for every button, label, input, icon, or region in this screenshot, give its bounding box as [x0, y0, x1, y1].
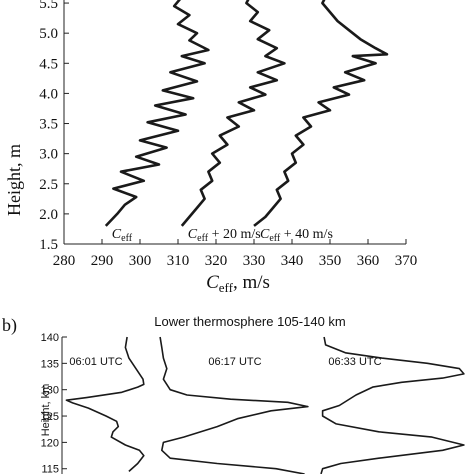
panel-a-y-tick-label: 3.0 [39, 147, 58, 163]
panel-b-series-label-3: 06:33 UTC [328, 356, 381, 368]
panel-a-x-axis-label: Ceff, m/s [206, 272, 270, 295]
panel-b-series-label-1: 06:01 UTC [69, 356, 122, 368]
panel-a-curve-labels: Ceff Ceff + 20 m/s Ceff + 40 m/s [112, 227, 333, 244]
panel-a-x-tick-label: 320 [205, 253, 228, 269]
panel-a-x-tick-label: 280 [53, 253, 76, 269]
panel-a-y-tick-label: 1.5 [39, 237, 58, 253]
panel-a-x-axis-label-main: C [206, 272, 219, 293]
panel-a-y-tick-label: 4.5 [39, 56, 58, 72]
panel-b-series-line-1 [65, 336, 145, 472]
panel-b-curves [65, 336, 465, 474]
panel-b-y-axis-label: Height, km [40, 384, 52, 437]
panel-a-x-tick-label: 370 [395, 253, 418, 269]
panel-b-label: b) [2, 315, 17, 336]
panel-b-y-tick-label: 115 [41, 464, 59, 474]
panel-b: b) Lower thermosphere 105-140 km Height,… [2, 314, 465, 474]
panel-a-y-tick-label: 5.0 [39, 26, 58, 42]
panel-b-series-label-2: 06:17 UTC [208, 356, 261, 368]
panel-b-y-tick-label: 130 [41, 385, 59, 397]
panel-a-x-tick-label: 340 [281, 253, 304, 269]
panel-a-series-line-3 [253, 0, 389, 227]
panel-a-axes: 280 290 300 310 320 330 340 350 360 370 1.5 2.0 2.5 3… [39, 0, 417, 269]
panel-a-y-axis-label: Height, m [4, 144, 24, 216]
panel-a-series-line-2 [180, 0, 286, 227]
panel-a-x-tick-label: 290 [91, 253, 114, 269]
panel-b-y-tick-label: 135 [41, 358, 59, 370]
panel-a-y-tick-label: 2.5 [39, 177, 58, 193]
panel-a-x-tick-label: 300 [129, 253, 152, 269]
panel-a-series-label-2: Ceff + 20 m/s [188, 227, 261, 244]
panel-a-curves [104, 0, 389, 227]
panel-a-x-tick-label: 330 [243, 253, 266, 269]
panel-b-y-tick-label: 120 [41, 437, 59, 449]
panel-b-series-line-3 [320, 336, 465, 474]
panel-a: 280 290 300 310 320 330 340 350 360 370 1.5 2.0 2.5 3… [4, 0, 417, 295]
panel-b-title: Lower thermosphere 105-140 km [154, 314, 346, 329]
panel-a-y-tick-label: 4.0 [39, 86, 58, 102]
panel-a-y-tick-label: 5.5 [39, 0, 58, 12]
panel-a-x-tick-label: 310 [167, 253, 190, 269]
panel-a-x-axis-label-unit: , m/s [233, 272, 270, 293]
panel-b-y-tick-label: 140 [41, 332, 59, 344]
panel-a-series-line-1 [104, 0, 210, 227]
panel-b-series-line-2 [159, 336, 309, 474]
panel-a-y-tick-label: 3.5 [39, 117, 58, 133]
panel-a-series-label-3: Ceff + 40 m/s [260, 227, 333, 244]
panel-b-y-tick-label: 125 [41, 411, 59, 423]
panel-a-x-tick-label: 350 [319, 253, 342, 269]
panel-a-x-tick-label: 360 [357, 253, 380, 269]
panel-a-y-tick-label: 2.0 [39, 207, 58, 223]
panel-b-curve-labels: 06:01 UTC 06:17 UTC 06:33 UTC [69, 356, 381, 368]
panel-a-x-axis-label-sub: eff [219, 280, 234, 295]
panel-b-axes: 115 120 125 130 135 140 [41, 332, 67, 474]
panel-a-series-label-1: Ceff [112, 227, 133, 244]
